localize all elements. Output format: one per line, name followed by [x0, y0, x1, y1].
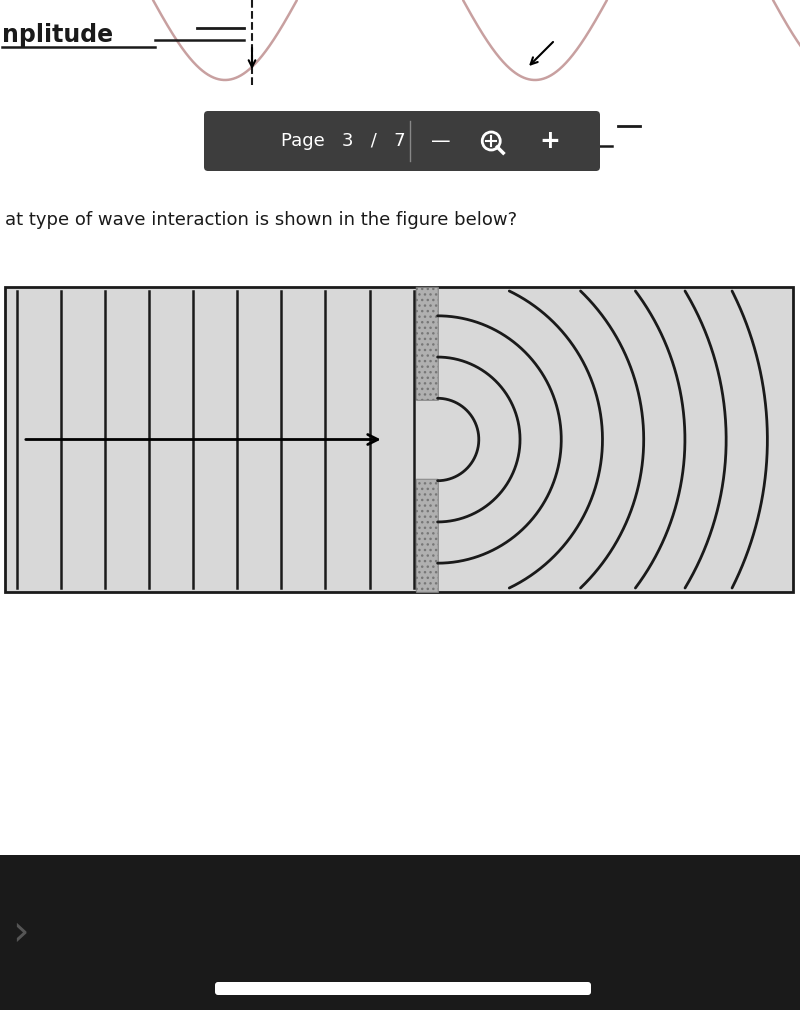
Text: at type of wave interaction is shown in the figure below?: at type of wave interaction is shown in … [5, 211, 517, 229]
Bar [415, 287, 438, 400]
Text: +: + [539, 129, 560, 153]
FancyBboxPatch shape [204, 111, 600, 171]
Text: Page   3   /   7: Page 3 / 7 [282, 132, 406, 150]
Text: ›: › [12, 911, 29, 953]
Bar [0, 855, 800, 1010]
Bar [5, 287, 793, 592]
Text: Through: Through [407, 114, 545, 145]
Bar [415, 287, 438, 400]
Text: —: — [431, 131, 450, 150]
Text: nplitude: nplitude [2, 23, 113, 47]
FancyBboxPatch shape [215, 982, 591, 995]
Bar [415, 479, 438, 592]
Bar [415, 479, 438, 592]
